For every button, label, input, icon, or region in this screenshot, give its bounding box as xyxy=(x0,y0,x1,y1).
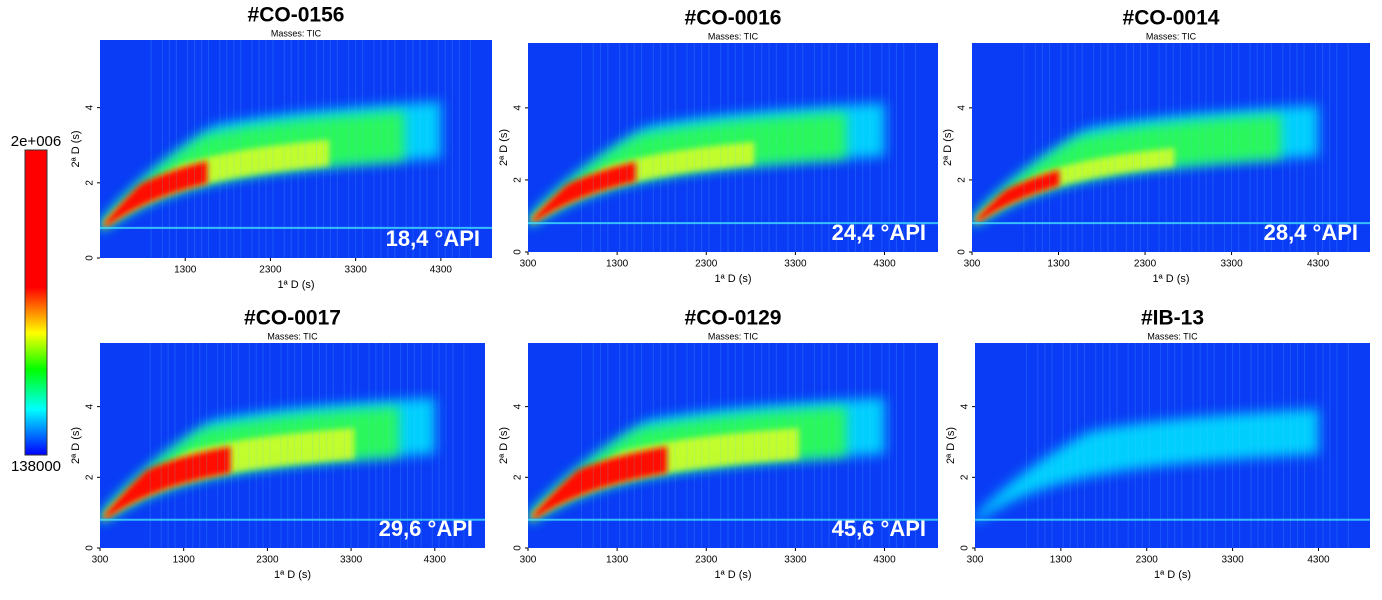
heat-region xyxy=(975,147,1175,225)
heat-region xyxy=(103,428,355,521)
x-tick-label: 300 xyxy=(964,259,981,270)
y-tick-label: 0 xyxy=(513,249,524,255)
x-tick-label: 4300 xyxy=(424,555,447,566)
heat-region xyxy=(533,161,636,224)
y-tick-label: 4 xyxy=(513,403,524,409)
x-tick-label: 3300 xyxy=(1220,259,1243,270)
panel-title: #CO-0156 xyxy=(248,4,345,27)
panel-subtitle: Masses: TIC xyxy=(267,331,318,341)
y-tick-label: 0 xyxy=(513,545,524,551)
heat-layer xyxy=(975,343,1370,548)
heat-layer xyxy=(528,43,938,252)
x-tick-label: 1300 xyxy=(173,555,196,566)
x-tick-label: 3300 xyxy=(345,265,368,276)
x-tick-label: 2300 xyxy=(256,555,279,566)
x-axis-label: 1ª D (s) xyxy=(714,273,751,285)
x-tick-label: 3300 xyxy=(340,555,363,566)
x-tick-label: 3300 xyxy=(1221,555,1244,566)
y-tick-label: 4 xyxy=(513,105,524,111)
heat-region xyxy=(533,446,668,520)
x-tick-label: 300 xyxy=(520,259,537,270)
x-tick-label: 4300 xyxy=(873,259,896,270)
panel-title: #CO-0016 xyxy=(685,7,782,30)
y-tick-label: 0 xyxy=(960,545,971,551)
heat-region xyxy=(103,139,330,230)
y-tick-label: 4 xyxy=(957,105,968,111)
x-tick-label: 4300 xyxy=(1307,259,1330,270)
heat-layer xyxy=(100,343,485,548)
y-tick-label: 2 xyxy=(960,474,971,480)
x-tick-label: 300 xyxy=(967,555,984,566)
colorbar-label: 2e+006 xyxy=(11,133,61,150)
x-tick-label: 1300 xyxy=(606,555,629,566)
x-tick-label: 2300 xyxy=(1136,555,1159,566)
panel-title: #CO-0129 xyxy=(685,307,782,330)
x-tick-label: 3300 xyxy=(784,555,807,566)
y-axis-label: 2ª D (s) xyxy=(70,427,82,464)
x-tick-label: 1300 xyxy=(174,265,197,276)
y-axis-label: 2ª D (s) xyxy=(942,129,954,166)
api-annotation: 28,4 °API xyxy=(1264,220,1358,245)
panel-subtitle: Masses: TIC xyxy=(1146,31,1197,41)
x-tick-label: 1300 xyxy=(606,259,629,270)
x-tick-label: 3300 xyxy=(784,259,807,270)
colorbar-label: 138000 xyxy=(11,458,61,475)
y-tick-label: 2 xyxy=(513,177,524,183)
y-tick-label: 0 xyxy=(957,249,968,255)
y-tick-label: 0 xyxy=(85,255,96,261)
heat-layer xyxy=(528,343,938,548)
x-tick-label: 1300 xyxy=(1050,555,1073,566)
api-annotation: 18,4 °API xyxy=(386,226,480,251)
heat-layer xyxy=(100,40,492,258)
heat-region xyxy=(531,141,755,225)
x-tick-label: 300 xyxy=(92,555,109,566)
y-tick-label: 4 xyxy=(85,403,96,409)
y-tick-label: 2 xyxy=(957,177,968,183)
x-axis-label: 1ª D (s) xyxy=(714,569,751,581)
y-tick-label: 2 xyxy=(85,474,96,480)
x-axis-label: 1ª D (s) xyxy=(274,569,311,581)
x-tick-label: 4300 xyxy=(1307,555,1330,566)
heat-region xyxy=(105,446,231,520)
panel-subtitle: Masses: TIC xyxy=(708,31,759,41)
heat-region xyxy=(975,408,1319,524)
y-axis-label: 2ª D (s) xyxy=(498,427,510,464)
heat-layer xyxy=(972,43,1370,252)
x-axis-label: 1ª D (s) xyxy=(1152,273,1189,285)
panel-title: #CO-0017 xyxy=(244,307,341,330)
api-annotation: 24,4 °API xyxy=(832,220,926,245)
panel-subtitle: Masses: TIC xyxy=(1147,331,1198,341)
y-tick-label: 2 xyxy=(85,180,96,186)
panel-title: #IB-13 xyxy=(1141,307,1204,330)
api-annotation: 29,6 °API xyxy=(379,516,473,541)
y-tick-label: 0 xyxy=(85,545,96,551)
heat-region xyxy=(977,169,1060,224)
x-tick-label: 2300 xyxy=(1134,259,1157,270)
panel-subtitle: Masses: TIC xyxy=(271,28,322,38)
x-tick-label: 2300 xyxy=(695,555,718,566)
x-axis-label: 1ª D (s) xyxy=(1154,569,1191,581)
y-axis-label: 2ª D (s) xyxy=(498,129,510,166)
x-tick-label: 1300 xyxy=(1047,259,1070,270)
api-annotation: 45,6 °API xyxy=(832,516,926,541)
x-tick-label: 300 xyxy=(520,555,537,566)
x-tick-label: 2300 xyxy=(259,265,282,276)
y-tick-label: 4 xyxy=(960,403,971,409)
y-tick-label: 2 xyxy=(513,474,524,480)
panel-title: #CO-0014 xyxy=(1123,7,1220,30)
x-axis-label: 1ª D (s) xyxy=(277,279,314,291)
colorbar xyxy=(24,149,48,456)
heat-region xyxy=(531,428,799,521)
heat-region xyxy=(105,160,208,228)
x-tick-label: 4300 xyxy=(430,265,453,276)
y-tick-label: 4 xyxy=(85,104,96,110)
panel-subtitle: Masses: TIC xyxy=(708,331,759,341)
x-tick-label: 2300 xyxy=(695,259,718,270)
x-tick-label: 4300 xyxy=(873,555,896,566)
y-axis-label: 2ª D (s) xyxy=(945,427,957,464)
y-axis-label: 2ª D (s) xyxy=(70,130,82,167)
